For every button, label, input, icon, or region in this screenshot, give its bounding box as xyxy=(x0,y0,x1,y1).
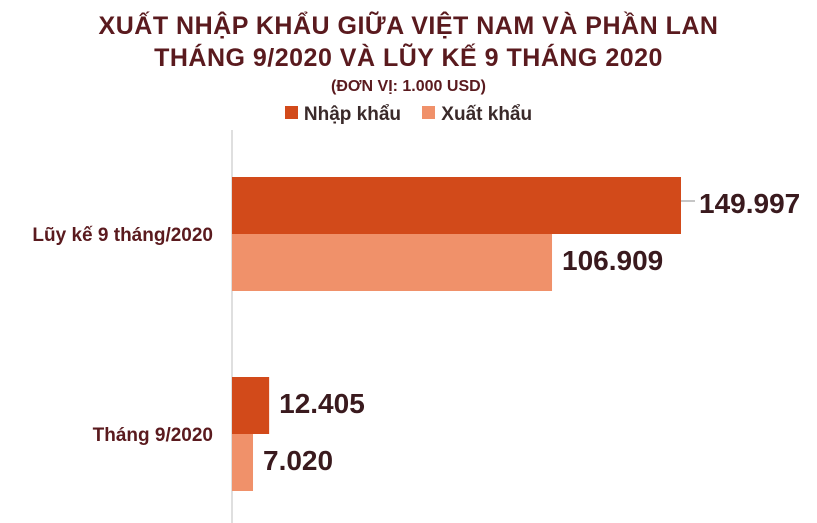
legend: Nhập khẩu Xuất khẩu xyxy=(0,104,817,126)
category-label: Tháng 9/2020 xyxy=(93,425,213,446)
data-label: 149.997 xyxy=(699,188,800,219)
chart-subtitle: THÁNG 9/2020 VÀ LŨY KẾ 9 THÁNG 2020 xyxy=(154,44,663,72)
bar-export xyxy=(232,434,254,491)
legend-swatch-import xyxy=(284,106,298,120)
legend-label-import: Nhập khẩu xyxy=(303,104,402,125)
legend-label-export: Xuất khẩu xyxy=(441,104,533,125)
legend-swatch-export xyxy=(422,106,436,120)
bar-import xyxy=(232,377,270,434)
bar-import xyxy=(232,177,681,234)
category-label: Lũy kế 9 tháng/2020 xyxy=(32,225,213,246)
legend-item-export: Xuất khẩu xyxy=(422,104,532,126)
data-label: 7.020 xyxy=(263,445,333,476)
data-label: 12.405 xyxy=(279,388,365,419)
chart-title: XUẤT NHẬP KHẨU GIỮA VIỆT NAM VÀ PHẦN LAN xyxy=(98,12,719,40)
bar-export xyxy=(232,234,553,291)
legend-item-import: Nhập khẩu xyxy=(284,104,402,126)
chart-unit: (ĐƠN VỊ: 1.000 USD) xyxy=(330,78,486,95)
data-label: 106.909 xyxy=(562,245,663,276)
